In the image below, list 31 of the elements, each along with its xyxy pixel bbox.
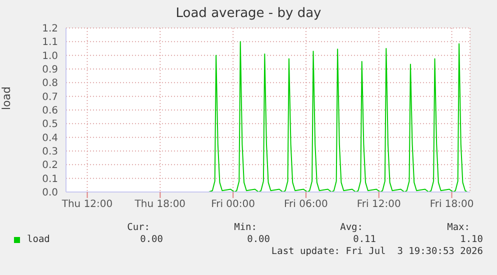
legend-label: load <box>27 234 50 245</box>
y-axis-title: load <box>0 86 13 110</box>
text: 0.11 <box>353 234 376 245</box>
text: Min: <box>234 222 257 233</box>
y-tick-label: 0.1 <box>42 174 58 185</box>
text: 1.10 <box>460 234 483 245</box>
x-tick-label: Fri 12:00 <box>356 199 401 210</box>
text: Cur: <box>127 222 150 233</box>
x-tick-label: Fri 00:00 <box>211 199 256 210</box>
x-tick-label: Thu 18:00 <box>134 199 186 210</box>
y-tick-label: 0.8 <box>42 78 58 90</box>
y-tick-label: 0.0 <box>42 188 58 199</box>
y-tick-label: 1.2 <box>42 24 58 35</box>
y-tick-label: 0.4 <box>42 132 58 144</box>
x-tick-label: Fri 18:00 <box>430 199 474 210</box>
text: 0.00 <box>140 234 163 245</box>
y-tick-label: 0.2 <box>42 160 58 172</box>
y-tick-label: 0.3 <box>42 146 58 158</box>
text: Avg: <box>340 222 363 233</box>
y-tick-label: 0.6 <box>42 106 58 117</box>
x-tick-label: Thu 12:00 <box>60 199 113 210</box>
chart-title: Load average - by day <box>174 5 322 23</box>
text: 0.00 <box>247 234 270 245</box>
y-tick-label: 1.0 <box>42 50 58 62</box>
y-tick-label: 0.5 <box>42 119 58 130</box>
y-tick-label: 0.7 <box>42 92 58 103</box>
y-tick-label: 1.1 <box>42 37 58 48</box>
y-tick-label: 0.9 <box>42 64 58 76</box>
text: Last update: Fri Jul 3 19:30:53 2026 <box>271 246 483 257</box>
x-tick-label: Fri 06:00 <box>284 199 328 210</box>
text: Max: <box>447 222 470 233</box>
